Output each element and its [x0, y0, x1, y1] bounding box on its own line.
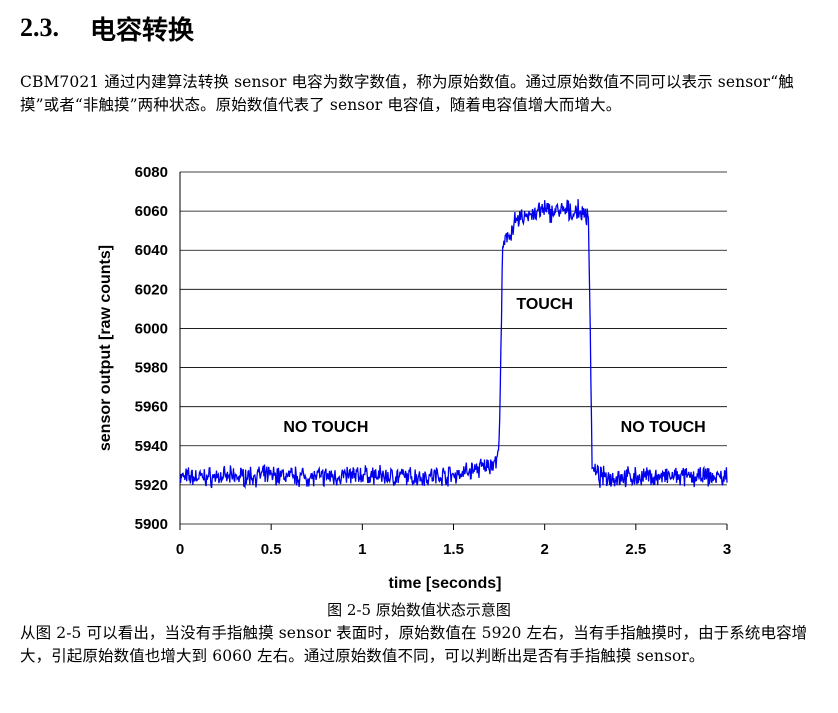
y-tick-label: 5960: [135, 399, 168, 416]
y-tick-label: 6000: [135, 320, 168, 337]
chart-annotation: NO TOUCH: [283, 419, 368, 436]
y-axis-label: sensor output [raw counts]: [97, 245, 114, 451]
chart-grid: [179, 171, 728, 530]
figure-caption: 图 2-5 原始数值状态示意图: [327, 601, 511, 619]
y-tick-label: 5980: [135, 360, 168, 377]
explanation-paragraph: 从图 2-5 可以看出，当没有手指触摸 sensor 表面时，原始数值在 592…: [20, 624, 808, 665]
y-tick-label: 5940: [135, 438, 168, 455]
raw-count-chart: 5900 5920 5940 5960 5980 6000 6020 6040 6060 6080…: [97, 164, 731, 592]
x-axis-label: time [seconds]: [389, 575, 502, 592]
y-tick-label: 5920: [135, 477, 168, 494]
y-tick-label: 6040: [135, 242, 168, 259]
sensor-output-line: [179, 199, 728, 490]
x-tick-labels: 0 0.5 1 1.5 2 2.5 3: [176, 541, 731, 558]
x-tick-label: 2: [540, 541, 548, 558]
section-heading: 2.3. 电容转换: [20, 10, 194, 46]
section-title: 电容转换: [90, 15, 195, 46]
x-tick-label: 1: [358, 541, 366, 558]
x-tick-label: 0.5: [261, 541, 282, 558]
x-tick-label: 1.5: [443, 541, 464, 558]
chart-annotation: TOUCH: [516, 296, 573, 313]
y-tick-label: 6080: [135, 164, 168, 181]
x-tick-label: 2.5: [625, 541, 646, 558]
y-tick-labels: 5900 5920 5940 5960 5980 6000 6020 6040 6060 6080: [135, 164, 168, 533]
x-tick-label: 0: [176, 541, 184, 558]
section-number: 2.3.: [20, 13, 59, 42]
y-tick-label: 6020: [135, 281, 168, 298]
chart-annotations: NO TOUCH TOUCH NO TOUCH: [283, 296, 705, 436]
x-tick-label: 3: [723, 541, 731, 558]
y-tick-label: 6060: [135, 203, 168, 220]
y-tick-label: 5900: [135, 516, 168, 533]
intro-paragraph: CBM7021 通过内建算法转换 sensor 电容为数字数值，称为原始数值。通…: [20, 73, 794, 114]
chart-annotation: NO TOUCH: [621, 419, 706, 436]
